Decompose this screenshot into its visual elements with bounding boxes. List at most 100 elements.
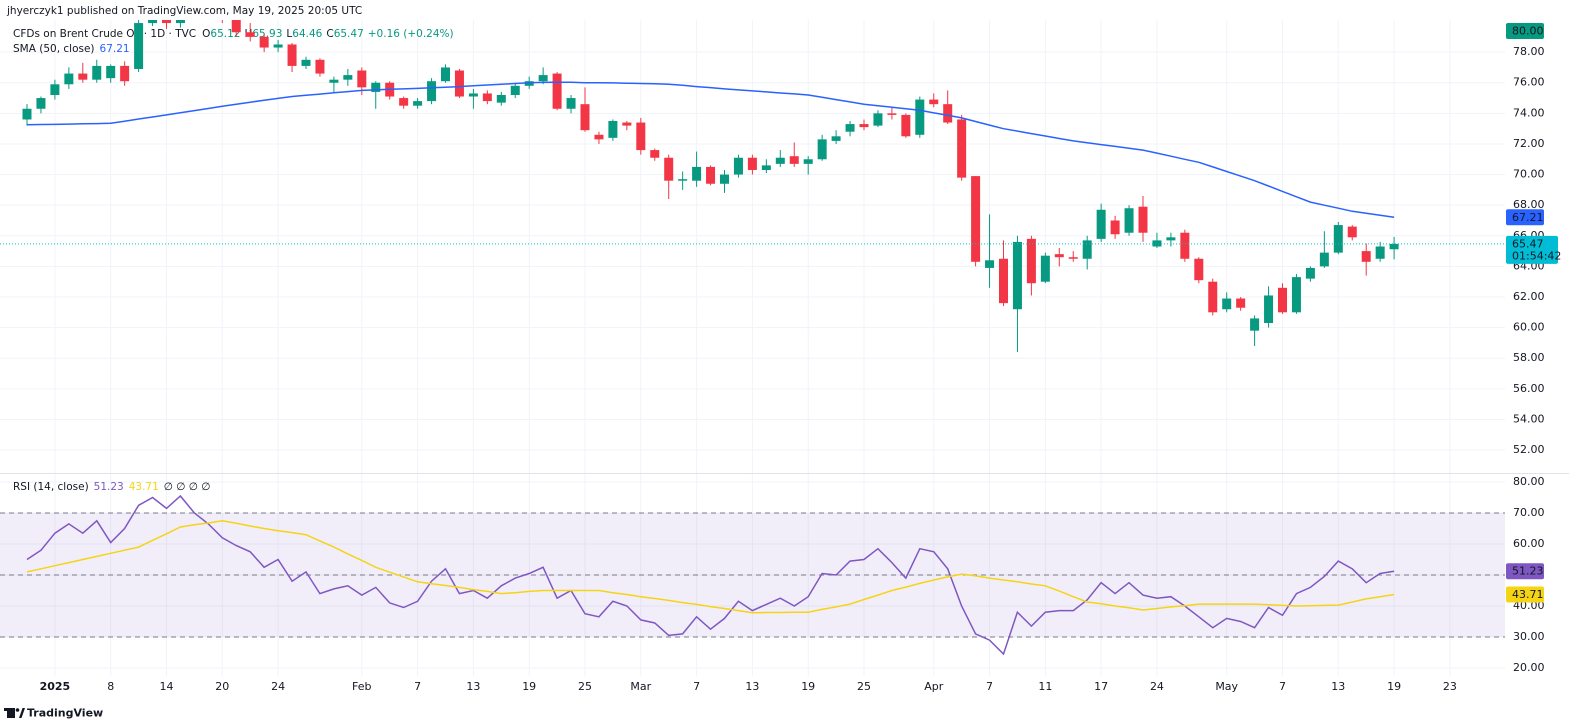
x-tick-label: 23 xyxy=(1443,680,1457,693)
candle-body xyxy=(301,59,311,66)
x-tick-label: 13 xyxy=(745,680,759,693)
candle-body xyxy=(1082,240,1092,259)
candle-body xyxy=(371,82,381,92)
candle-body xyxy=(496,94,506,103)
candle-body xyxy=(357,70,367,88)
y-tick-label: 76.00 xyxy=(1513,76,1545,89)
indicator-value: 51.23 xyxy=(94,481,124,493)
candle-body xyxy=(1333,225,1343,253)
candle-body xyxy=(594,134,604,140)
x-tick-label: 13 xyxy=(466,680,480,693)
candle-body xyxy=(943,104,953,123)
x-tick-label: 13 xyxy=(1331,680,1345,693)
candle-body xyxy=(1040,255,1050,282)
y-tick-label: 60.00 xyxy=(1513,537,1545,550)
x-tick-label: 24 xyxy=(1150,680,1164,693)
candle-body xyxy=(985,260,995,268)
candle-body xyxy=(1012,241,1022,310)
candle-body xyxy=(1361,251,1371,262)
ohlc-value: 65.47 xyxy=(334,28,364,40)
candle-body xyxy=(692,166,702,181)
rsi-legend: RSI (14, close) 51.23 43.71 ∅ ∅ ∅ ∅ xyxy=(13,481,210,493)
candle-body xyxy=(343,75,353,80)
candle-body xyxy=(831,136,841,141)
candle-body xyxy=(1180,232,1190,259)
y-tick-label: 70.00 xyxy=(1513,506,1545,519)
price-badge-label: 43.71 xyxy=(1512,588,1544,601)
candle-body xyxy=(120,65,130,82)
sma-line xyxy=(26,81,1395,219)
indicator-name: RSI (14, close) xyxy=(13,481,89,493)
candle-body xyxy=(231,20,241,33)
price-badge-label: 80.00 xyxy=(1512,25,1544,38)
candle-body xyxy=(399,98,409,106)
price-badge xyxy=(1506,586,1544,603)
symbol-legend: CFDs on Brent Crude Oil · 1D · TVC O65.12… xyxy=(13,28,454,40)
x-tick-label: 11 xyxy=(1038,680,1052,693)
x-tick-label: 19 xyxy=(1387,680,1401,693)
candle-body xyxy=(915,99,925,135)
candle-body xyxy=(134,23,144,69)
candle-body xyxy=(454,70,464,97)
candle-body xyxy=(859,124,869,128)
y-tick-label: 62.00 xyxy=(1513,290,1545,303)
indicator-value: 43.71 xyxy=(129,481,159,493)
candle-body xyxy=(622,122,632,126)
candle-body xyxy=(1305,267,1315,279)
candle-body xyxy=(78,73,88,80)
indicator-name: SMA (50, close) xyxy=(13,43,95,55)
y-tick-label: 56.00 xyxy=(1513,382,1545,395)
candle-body xyxy=(329,79,339,83)
price-badge xyxy=(1506,563,1544,580)
candle-body xyxy=(106,65,116,79)
candle-body xyxy=(1264,295,1274,324)
candle-body xyxy=(273,44,283,48)
price-plot xyxy=(0,20,1505,353)
y-tick-label: 70.00 xyxy=(1513,168,1545,181)
x-tick-label: 7 xyxy=(693,680,700,693)
symbol-name: CFDs on Brent Crude Oil · 1D · TVC xyxy=(13,28,196,40)
candle-body xyxy=(1208,281,1218,313)
candle-body xyxy=(1096,209,1106,239)
candle-body xyxy=(552,73,562,109)
candle-body xyxy=(733,157,743,175)
x-tick-label: 2025 xyxy=(40,680,71,693)
footer-brand: TradingView xyxy=(27,707,103,720)
y-tick-label: 72.00 xyxy=(1513,137,1545,150)
candle-body xyxy=(1054,254,1064,258)
x-tick-label: 7 xyxy=(414,680,421,693)
y-tick-label: 58.00 xyxy=(1513,351,1545,364)
x-tick-label: 8 xyxy=(107,680,114,693)
candle-body xyxy=(524,81,534,86)
candle-body xyxy=(245,32,255,37)
x-tick-label: 25 xyxy=(857,680,871,693)
candle-body xyxy=(538,75,548,82)
candle-body xyxy=(468,93,478,97)
candle-body xyxy=(1124,208,1134,233)
candle-body xyxy=(1236,298,1246,308)
rsi-line xyxy=(26,520,1395,614)
candle-body xyxy=(887,113,897,115)
price-badge xyxy=(1506,23,1544,39)
candle-body xyxy=(441,67,450,82)
candle-body xyxy=(971,176,981,262)
candle-body xyxy=(1250,318,1260,331)
candle-body xyxy=(1319,252,1329,267)
x-tick-label: 7 xyxy=(1279,680,1286,693)
candle-body xyxy=(817,139,827,160)
candle-body xyxy=(901,114,911,137)
candle-body xyxy=(747,157,757,170)
candle-body xyxy=(1222,298,1232,310)
candle-body xyxy=(636,122,646,151)
candle-body xyxy=(1026,238,1036,284)
countdown-label: 01:54:42 xyxy=(1512,249,1561,262)
x-tick-label: 19 xyxy=(801,680,815,693)
candle-body xyxy=(259,36,269,48)
candle-body xyxy=(761,165,771,170)
candle-body xyxy=(566,98,576,109)
candle-body xyxy=(175,20,185,24)
candle-body xyxy=(36,98,46,109)
candle-body xyxy=(929,99,939,105)
